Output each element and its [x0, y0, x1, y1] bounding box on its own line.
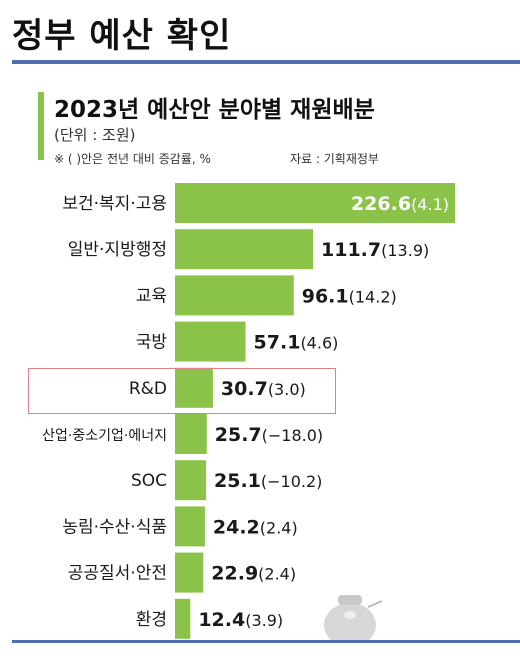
money-bag-icon — [324, 595, 383, 640]
value-label: 25.7(−18.0) — [215, 424, 323, 446]
bar — [175, 321, 246, 362]
value-label: 96.1(14.2) — [302, 285, 397, 307]
value-label: 57.1(4.6) — [254, 332, 339, 354]
value-label: 12.4(3.9) — [198, 609, 283, 631]
bar — [175, 506, 205, 547]
bottom-rule — [12, 640, 520, 643]
category-label: 국방 — [136, 333, 168, 353]
value-label: 22.9(2.4) — [211, 563, 296, 585]
value-label: 30.7(3.0) — [221, 378, 306, 400]
bar — [175, 229, 314, 270]
category-label: SOC — [131, 471, 167, 491]
value-label: 226.6(4.1) — [351, 193, 449, 215]
bar — [175, 598, 191, 639]
page-title: 정부 예산 확인 — [12, 16, 232, 56]
category-label: 공공질서·안전 — [68, 564, 167, 584]
top-rule — [12, 60, 520, 64]
chart-note: ※ ( )안은 전년 대비 증감률, % — [54, 152, 211, 166]
chart-title: 2023년 예산안 분야별 재원배분 — [54, 97, 375, 123]
chart-source: 자료 : 기획재정부 — [290, 152, 379, 166]
category-label: 교육 — [136, 286, 167, 306]
bar — [175, 414, 207, 454]
bar — [175, 183, 455, 223]
chart-panel — [12, 64, 520, 640]
value-label: 25.1(−10.2) — [214, 470, 322, 492]
title-accent-bar — [38, 92, 44, 160]
highlight-box — [28, 368, 336, 414]
bar — [175, 552, 204, 593]
value-label: 24.2(2.4) — [213, 516, 298, 538]
category-label: 환경 — [136, 610, 167, 630]
bar — [175, 367, 213, 408]
category-label: 산업·중소기업·에너지 — [42, 428, 167, 444]
category-label: 일반·지방행정 — [68, 240, 167, 260]
bar — [175, 275, 294, 316]
chart-unit: (단위 : 조원) — [54, 126, 136, 144]
bar — [175, 460, 207, 501]
value-label: 111.7(13.9) — [321, 239, 429, 261]
category-label: 보건·복지·고용 — [62, 194, 167, 214]
category-label: 농림·수산·식품 — [62, 517, 167, 537]
category-label: R&D — [129, 379, 167, 399]
